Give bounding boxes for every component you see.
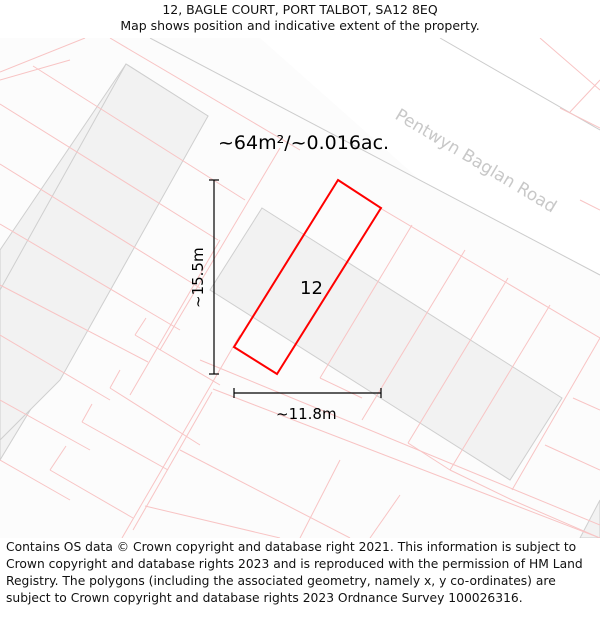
width-dimension-line <box>233 388 382 398</box>
parcel-boundaries <box>0 38 600 538</box>
building-central-terrace <box>209 207 563 481</box>
plot-number-label: 12 <box>300 278 323 299</box>
map-canvas[interactable]: ~64m²/~0.016ac. 12 Pentwyn Baglan Road ~… <box>0 38 600 538</box>
height-dimension-line <box>209 179 219 375</box>
copyright-attribution: Contains OS data © Crown copyright and d… <box>6 540 583 605</box>
road-edge-south <box>149 38 600 276</box>
header: 12, BAGLE COURT, PORT TALBOT, SA12 8EQ M… <box>0 0 600 40</box>
property-address-title: 12, BAGLE COURT, PORT TALBOT, SA12 8EQ <box>162 2 438 17</box>
building-west-terrace-lower <box>0 63 209 441</box>
map-subtitle: Map shows position and indicative extent… <box>120 18 480 33</box>
building-southeast <box>579 499 600 538</box>
area-label: ~64m²/~0.016ac. <box>218 132 389 154</box>
buildings <box>0 63 600 538</box>
height-dimension-label: ~15.5m <box>189 247 207 308</box>
road-surface <box>260 38 600 275</box>
width-dimension-label: ~11.8m <box>276 405 337 423</box>
property-outline[interactable] <box>232 178 383 376</box>
